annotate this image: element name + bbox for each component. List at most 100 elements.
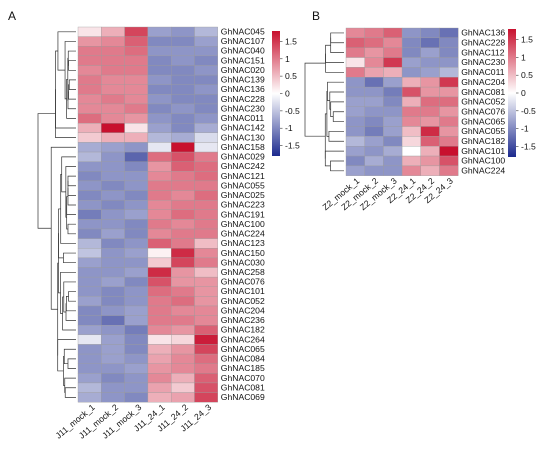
- heatmap-b-cell: [364, 116, 384, 127]
- heatmap-a-cell: [124, 209, 149, 220]
- heatmap-a-cell: [194, 209, 218, 220]
- heatmap-a-cell: [101, 363, 125, 374]
- heatmap-a-cell: [171, 36, 195, 47]
- heatmap-a-cell: [194, 94, 218, 105]
- heatmap-a-cell: [124, 123, 149, 133]
- heatmap-b-cell: [364, 126, 384, 137]
- heatmap-b-cell: [401, 106, 421, 117]
- row-label: GhNAC150: [221, 248, 265, 258]
- heatmap-a-cell: [124, 151, 149, 162]
- heatmap-b-cell: [383, 155, 403, 167]
- heatmap-a-cell: [101, 382, 125, 393]
- heatmap-a-cell: [101, 392, 125, 403]
- heatmap-a-cell: [147, 84, 172, 95]
- heatmap-b-cell: [383, 86, 403, 98]
- dendrogram-branch-a: [66, 205, 68, 230]
- heatmap-b-cell: [345, 116, 365, 127]
- row-label: GhNAC139: [221, 75, 265, 85]
- heatmap-a-cell: [101, 248, 125, 259]
- heatmap-a-cell: [171, 286, 195, 297]
- heatmap-a-cell: [77, 123, 102, 133]
- heatmap-b-cell: [345, 86, 365, 98]
- colorbar-tick-label: 0: [285, 89, 290, 99]
- heatmap-b-cell: [420, 96, 440, 107]
- heatmap-a-cell: [77, 65, 102, 76]
- dendrogram-branch-a: [37, 113, 56, 229]
- heatmap-a-cell: [77, 209, 102, 220]
- row-label: GhNAC045: [221, 27, 265, 37]
- heatmap-a-cell: [77, 190, 102, 201]
- heatmap-a-cell: [147, 286, 172, 297]
- heatmap-a-cell: [171, 190, 195, 201]
- dendrogram-branch-b: [325, 53, 344, 73]
- heatmap-a-cell: [171, 151, 195, 162]
- heatmap-a-cell: [101, 325, 125, 336]
- row-label: GhNAC185: [221, 363, 265, 373]
- heatmap-a-cell: [194, 113, 218, 124]
- heatmap-a-cell: [147, 334, 172, 345]
- row-label: GhNAC076: [461, 106, 505, 116]
- heatmap-a-cell: [147, 238, 172, 249]
- heatmap-a-cell: [101, 353, 125, 364]
- heatmap-a-cell: [77, 103, 102, 114]
- row-label: GhNAC011: [221, 113, 265, 123]
- heatmap-b-cell: [345, 27, 365, 39]
- row-label: GhNAC101: [221, 286, 265, 296]
- heatmap-a-cell: [194, 151, 218, 162]
- dendrogram-branch-a: [57, 339, 76, 372]
- heatmap-a-cell: [147, 392, 172, 403]
- heatmap-a-cell: [77, 132, 102, 143]
- dendrogram-branch-b: [330, 160, 344, 172]
- heatmap-b-cell: [420, 47, 440, 58]
- heatmap-a-cell: [171, 103, 195, 114]
- heatmap-b-cell: [401, 47, 421, 58]
- heatmap-a-cell: [101, 55, 125, 66]
- heatmap-a-cell: [147, 151, 172, 162]
- dendrogram-branch-b: [324, 113, 327, 159]
- heatmap-a-cell: [77, 36, 102, 47]
- heatmap-b-cell: [420, 67, 440, 78]
- heatmap-a-cell: [171, 84, 195, 95]
- dendrogram-branch-a: [67, 180, 76, 196]
- heatmap-a-cell: [194, 315, 218, 326]
- row-label: GhNAC112: [461, 47, 505, 57]
- heatmap-a-cell: [77, 296, 102, 307]
- heatmap-b-cell: [401, 126, 421, 137]
- heatmap-a-cell: [147, 228, 172, 239]
- row-label: GhNAC101: [461, 146, 505, 156]
- heatmap-a-cell: [171, 55, 195, 66]
- colorbar-b: [508, 29, 516, 157]
- heatmap-a-cell: [101, 209, 125, 220]
- heatmap-a-cell: [101, 74, 125, 85]
- dendrogram-branch-b: [329, 91, 344, 110]
- heatmap-a-cell: [124, 363, 149, 374]
- heatmap-b-cell: [401, 116, 421, 127]
- heatmap-a-cell: [101, 36, 125, 47]
- dendrogram-branch-a: [66, 296, 76, 312]
- heatmap-a-cell: [101, 276, 125, 287]
- row-label: GhNAC264: [221, 334, 265, 344]
- heatmap-a-cell: [77, 113, 102, 124]
- heatmap-b-cell: [420, 106, 440, 117]
- heatmap-a-cell: [194, 257, 218, 268]
- row-label: GhNAC223: [221, 200, 265, 210]
- heatmap-b-cell: [439, 37, 459, 48]
- heatmap-a-cell: [147, 325, 172, 336]
- heatmap-a-cell: [147, 36, 172, 47]
- row-label: GhNAC123: [221, 238, 265, 248]
- dendrogram-branch-a: [60, 174, 76, 244]
- heatmap-b-cell: [383, 27, 403, 39]
- dendrogram-branch-b: [330, 32, 344, 44]
- heatmap-b-cell: [364, 96, 384, 107]
- heatmap-a-cell: [124, 55, 149, 66]
- heatmap-b-cell: [420, 57, 440, 68]
- heatmap-a-cell: [124, 276, 149, 287]
- dendrogram-branch-a: [62, 296, 76, 331]
- heatmap-a-cell: [147, 373, 172, 384]
- heatmap-a-cell: [171, 65, 195, 76]
- heatmap-a-cell: [194, 142, 218, 153]
- heatmap-a-cell: [77, 315, 102, 326]
- heatmap-a-cell: [77, 363, 102, 374]
- row-label: GhNAC052: [221, 296, 265, 306]
- heatmap-a-cell: [101, 286, 125, 297]
